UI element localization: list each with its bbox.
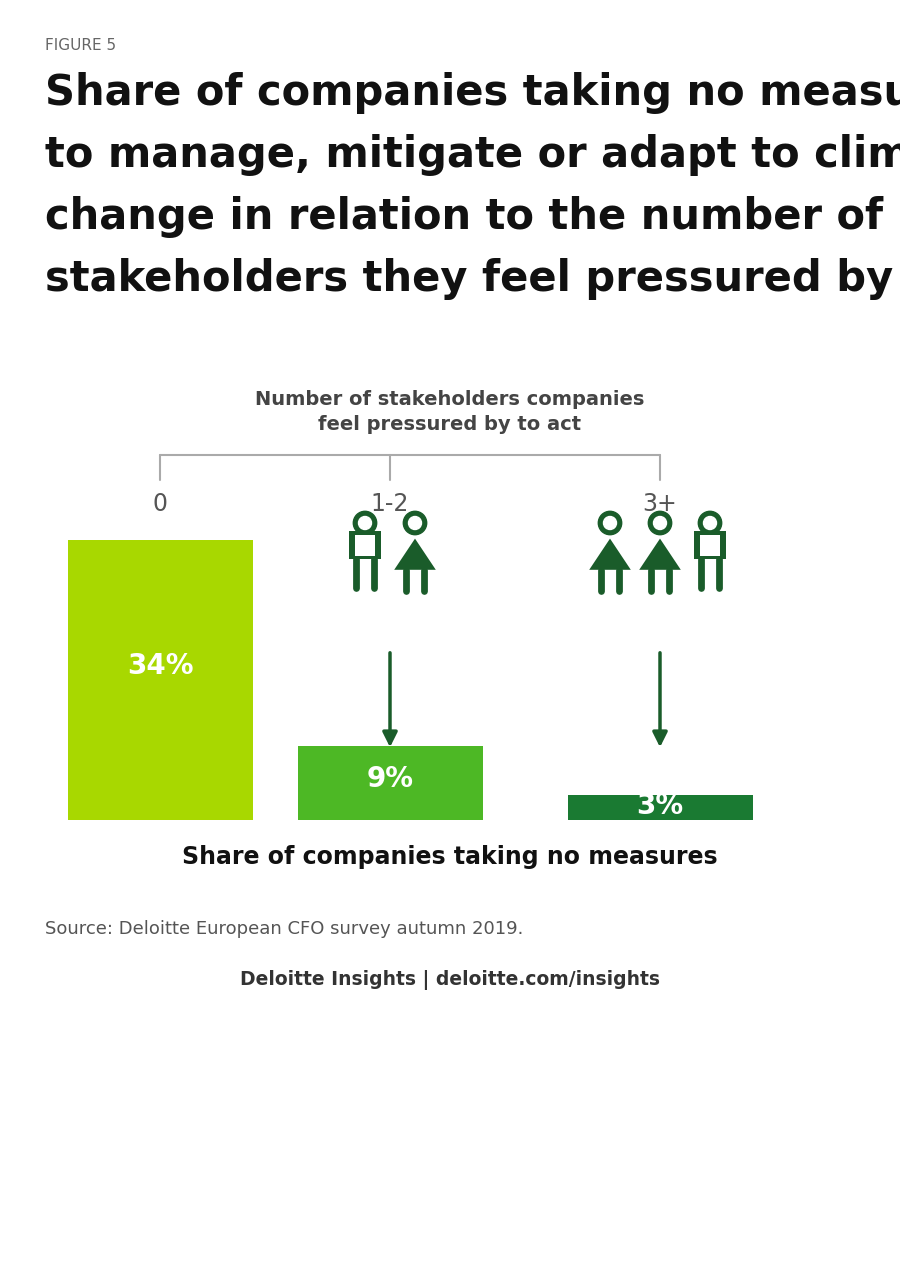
Text: 34%: 34% xyxy=(127,652,194,680)
Text: change in relation to the number of: change in relation to the number of xyxy=(45,196,883,239)
Bar xyxy=(349,531,381,559)
Text: Share of companies taking no measures: Share of companies taking no measures xyxy=(182,845,718,869)
Circle shape xyxy=(648,512,671,535)
Text: to manage, mitigate or adapt to climate: to manage, mitigate or adapt to climate xyxy=(45,133,900,176)
Text: FIGURE 5: FIGURE 5 xyxy=(45,38,116,53)
Text: 9%: 9% xyxy=(366,765,413,793)
Text: Source: Deloitte European CFO survey autumn 2019.: Source: Deloitte European CFO survey aut… xyxy=(45,920,524,938)
Circle shape xyxy=(354,512,377,535)
Text: Share of companies taking no measures: Share of companies taking no measures xyxy=(45,72,900,114)
Circle shape xyxy=(704,517,716,530)
Circle shape xyxy=(598,512,622,535)
Polygon shape xyxy=(639,539,680,570)
Polygon shape xyxy=(590,539,631,570)
Text: Number of stakeholders companies
feel pressured by to act: Number of stakeholders companies feel pr… xyxy=(256,390,644,434)
Text: 1-2: 1-2 xyxy=(371,491,410,516)
Bar xyxy=(568,795,752,820)
Text: Deloitte Insights | deloitte.com/insights: Deloitte Insights | deloitte.com/insight… xyxy=(240,970,660,990)
Text: 3%: 3% xyxy=(636,793,684,820)
Circle shape xyxy=(358,517,372,530)
Bar xyxy=(355,535,375,556)
Text: 3+: 3+ xyxy=(643,491,678,516)
Circle shape xyxy=(698,512,722,535)
Circle shape xyxy=(409,517,421,530)
Text: stakeholders they feel pressured by: stakeholders they feel pressured by xyxy=(45,258,893,300)
Circle shape xyxy=(403,512,427,535)
Bar xyxy=(695,531,725,559)
Bar xyxy=(298,745,482,820)
Polygon shape xyxy=(394,539,436,570)
Bar xyxy=(68,540,253,820)
Bar xyxy=(699,535,720,556)
Text: 0: 0 xyxy=(152,491,167,516)
Circle shape xyxy=(653,517,667,530)
Circle shape xyxy=(604,517,617,530)
